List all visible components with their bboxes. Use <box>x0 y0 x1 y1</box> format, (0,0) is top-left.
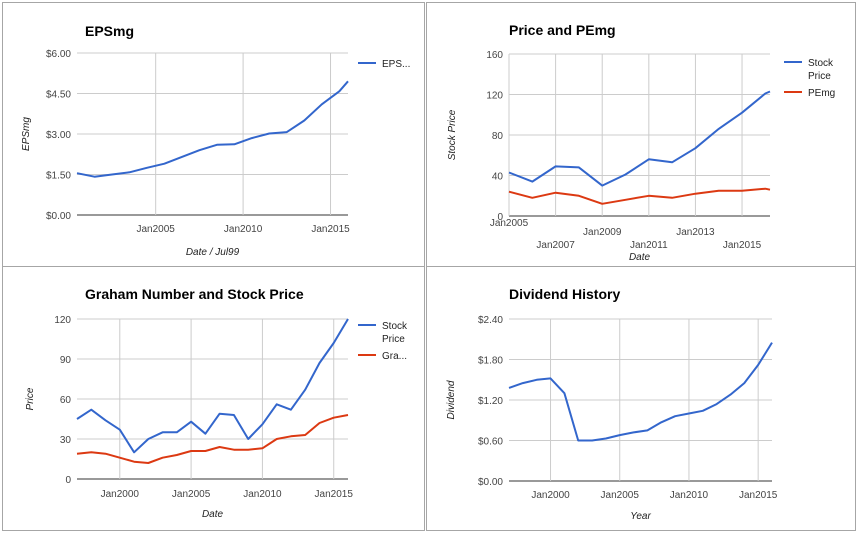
chart-title: Graham Number and Stock Price <box>85 286 304 302</box>
y-tick-label: 40 <box>492 172 504 183</box>
y-tick-label: $4.50 <box>46 90 71 101</box>
y-tick-label: 0 <box>65 475 71 486</box>
x-tick-label: Jan2005 <box>490 218 529 229</box>
y-tick-label: $0.60 <box>478 437 503 448</box>
x-axis-label: Date / Jul99 <box>186 247 240 258</box>
x-tick-label: Jan2013 <box>676 227 715 238</box>
y-tick-label: 160 <box>486 50 503 61</box>
x-tick-label: Jan2015 <box>311 224 350 235</box>
y-tick-label: 90 <box>60 355 72 366</box>
legend-label: Stock Price <box>808 58 834 82</box>
legend-label: PEmg <box>808 88 835 99</box>
legend-label: Gra... <box>382 351 407 362</box>
legend-label: Stock Price <box>382 321 408 345</box>
y-tick-label: 80 <box>492 131 504 142</box>
x-axis-label: Year <box>630 511 651 522</box>
x-tick-label: Jan2007 <box>536 240 575 251</box>
y-tick-label: $0.00 <box>478 477 503 488</box>
series-line-1 <box>508 187 771 205</box>
y-tick-label: 0 <box>497 212 503 223</box>
series-line-0 <box>508 342 773 442</box>
legend-label-line: Price <box>808 71 831 82</box>
dividend-chart: Dividend History $0.00 $0.60 $1.20 $1.80 $2.4… <box>446 286 778 522</box>
legend-label-line: Stock <box>808 58 834 69</box>
y-tick-label: $0.00 <box>46 211 71 222</box>
series-line-0 <box>76 80 349 178</box>
y-tick-label: $6.00 <box>46 49 71 60</box>
graham-chart: Graham Number and Stock Price 0 30 60 90 120 J… <box>25 286 408 520</box>
graham-chart-panel: Graham Number and Stock Price 0 30 60 90 120 J… <box>2 266 425 531</box>
x-axis-label: Date <box>629 252 651 263</box>
price-pe-chart-panel: Price and PEmg 0 40 80 120 160 Jan2005 Jan2007 J… <box>426 2 856 267</box>
legend-label-line: Price <box>382 334 405 345</box>
x-tick-label: Jan2000 <box>531 490 570 501</box>
x-axis-label: Date <box>202 509 224 520</box>
y-tick-label: 30 <box>60 435 72 446</box>
legend-label: EPS... <box>382 59 410 70</box>
chart-title: Dividend History <box>509 286 620 302</box>
x-tick-label: Jan2010 <box>224 224 263 235</box>
x-tick-label: Jan2010 <box>243 489 282 500</box>
y-tick-label: 60 <box>60 395 72 406</box>
y-tick-label: $1.20 <box>478 396 503 407</box>
x-tick-label: Jan2015 <box>315 489 354 500</box>
dividend-chart-panel: Dividend History $0.00 $0.60 $1.20 $1.80 $2.4… <box>426 266 856 531</box>
series-line-1 <box>76 414 349 464</box>
y-tick-label: $1.50 <box>46 171 71 182</box>
y-axis-label: Stock Price <box>447 109 458 160</box>
x-tick-label: Jan2005 <box>136 224 175 235</box>
x-tick-label: Jan2000 <box>101 489 140 500</box>
x-tick-label: Jan2015 <box>739 490 778 501</box>
x-tick-label: Jan2011 <box>630 240 668 251</box>
series-line-0 <box>508 90 771 187</box>
x-tick-label: Jan2009 <box>583 227 622 238</box>
eps-chart-panel: EPSmg $0.00 $1.50 $3.00 $4.50 $6.00 Jan2005 Jan… <box>2 2 425 267</box>
x-tick-label: Jan2005 <box>172 489 211 500</box>
x-tick-label: Jan2010 <box>670 490 709 501</box>
y-tick-label: $3.00 <box>46 130 71 141</box>
y-tick-label: 120 <box>486 91 503 102</box>
chart-title: Price and PEmg <box>509 22 616 38</box>
x-tick-label: Jan2015 <box>723 240 762 251</box>
series-line-0 <box>76 318 349 454</box>
chart-title: EPSmg <box>85 23 134 39</box>
y-tick-label: 120 <box>54 315 71 326</box>
eps-chart: EPSmg $0.00 $1.50 $3.00 $4.50 $6.00 Jan2005 Jan… <box>21 23 410 258</box>
y-tick-label: $1.80 <box>478 356 503 367</box>
price-pe-chart: Price and PEmg 0 40 80 120 160 Jan2005 Jan2007 J… <box>447 22 835 263</box>
y-axis-label: Dividend <box>446 380 457 419</box>
x-tick-label: Jan2005 <box>601 490 640 501</box>
y-tick-label: $2.40 <box>478 315 503 326</box>
y-axis-label: Price <box>25 387 36 410</box>
legend-label-line: Stock <box>382 321 408 332</box>
y-axis-label: EPSmg <box>21 117 32 151</box>
